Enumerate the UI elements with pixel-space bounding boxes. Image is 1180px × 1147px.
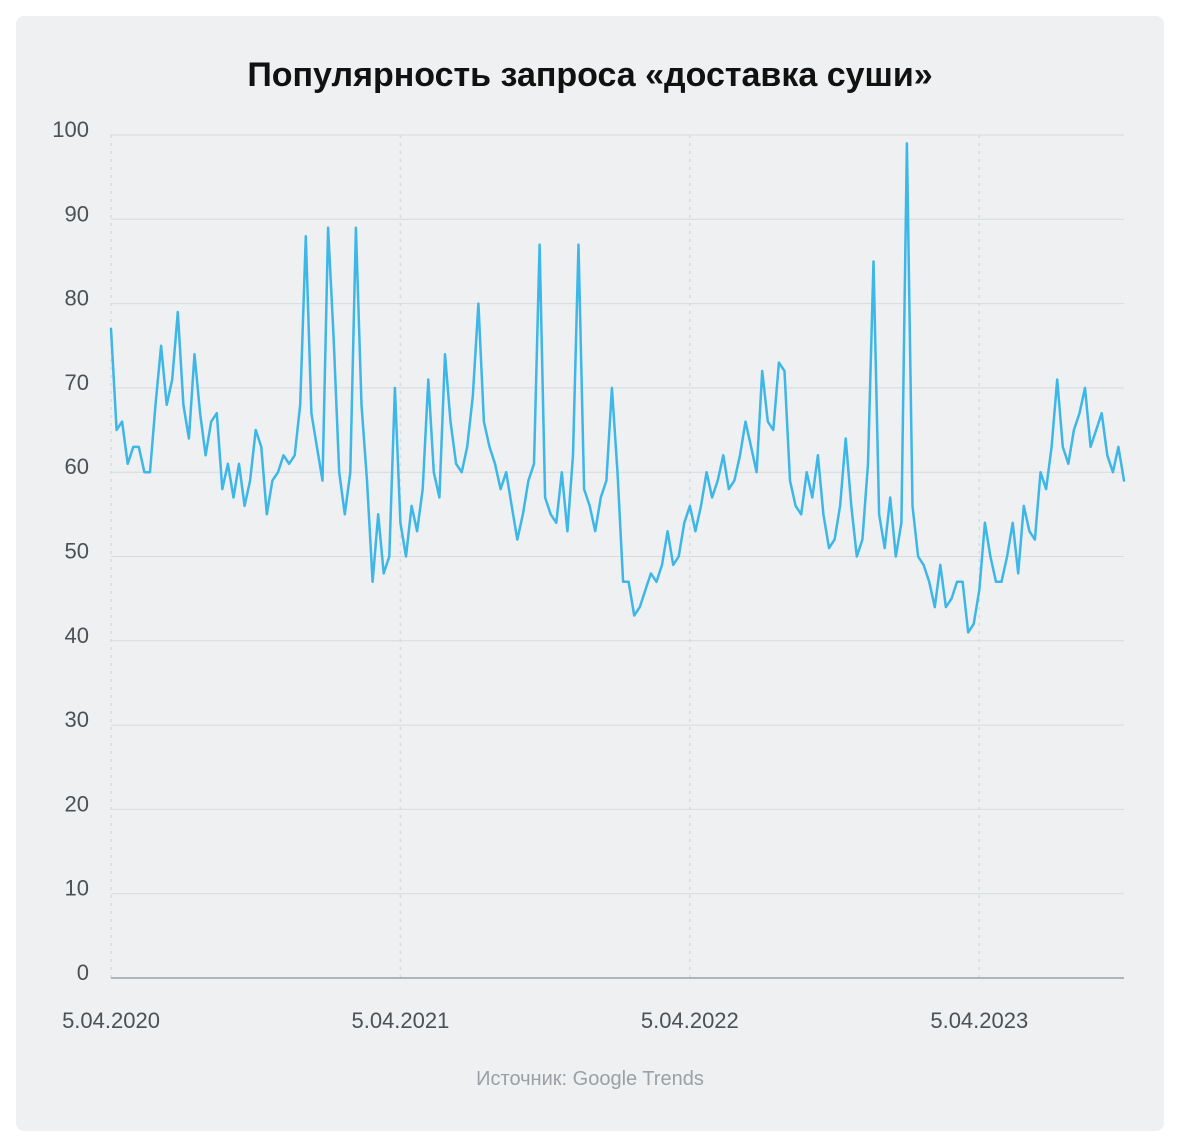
- svg-text:80: 80: [65, 286, 89, 311]
- svg-text:5.04.2023: 5.04.2023: [930, 1008, 1028, 1033]
- svg-text:5.04.2021: 5.04.2021: [351, 1008, 449, 1033]
- source-prefix: Источник:: [476, 1068, 573, 1090]
- svg-text:50: 50: [65, 539, 89, 564]
- chart-card: Популярность запроса «доставка суши» 0 10…: [16, 16, 1164, 1131]
- svg-text:30: 30: [65, 707, 89, 732]
- chart-source: Источник: Google Trends: [476, 1068, 704, 1091]
- svg-text:70: 70: [65, 370, 89, 395]
- svg-text:40: 40: [65, 623, 89, 648]
- svg-text:5.04.2022: 5.04.2022: [641, 1008, 739, 1033]
- svg-text:5.04.2020: 5.04.2020: [62, 1008, 160, 1033]
- svg-text:10: 10: [65, 876, 89, 901]
- svg-text:90: 90: [65, 201, 89, 226]
- source-name: Google Trends: [573, 1068, 704, 1090]
- chart-plot: 0 10 20 30 40 50 60 70 80 90 100 5.04.2020 5.04.2021…: [16, 105, 1164, 1058]
- svg-text:20: 20: [65, 791, 89, 816]
- svg-text:0: 0: [77, 960, 89, 985]
- svg-text:60: 60: [65, 454, 89, 479]
- chart-title: Популярность запроса «доставка суши»: [247, 56, 932, 95]
- svg-text:100: 100: [52, 117, 89, 142]
